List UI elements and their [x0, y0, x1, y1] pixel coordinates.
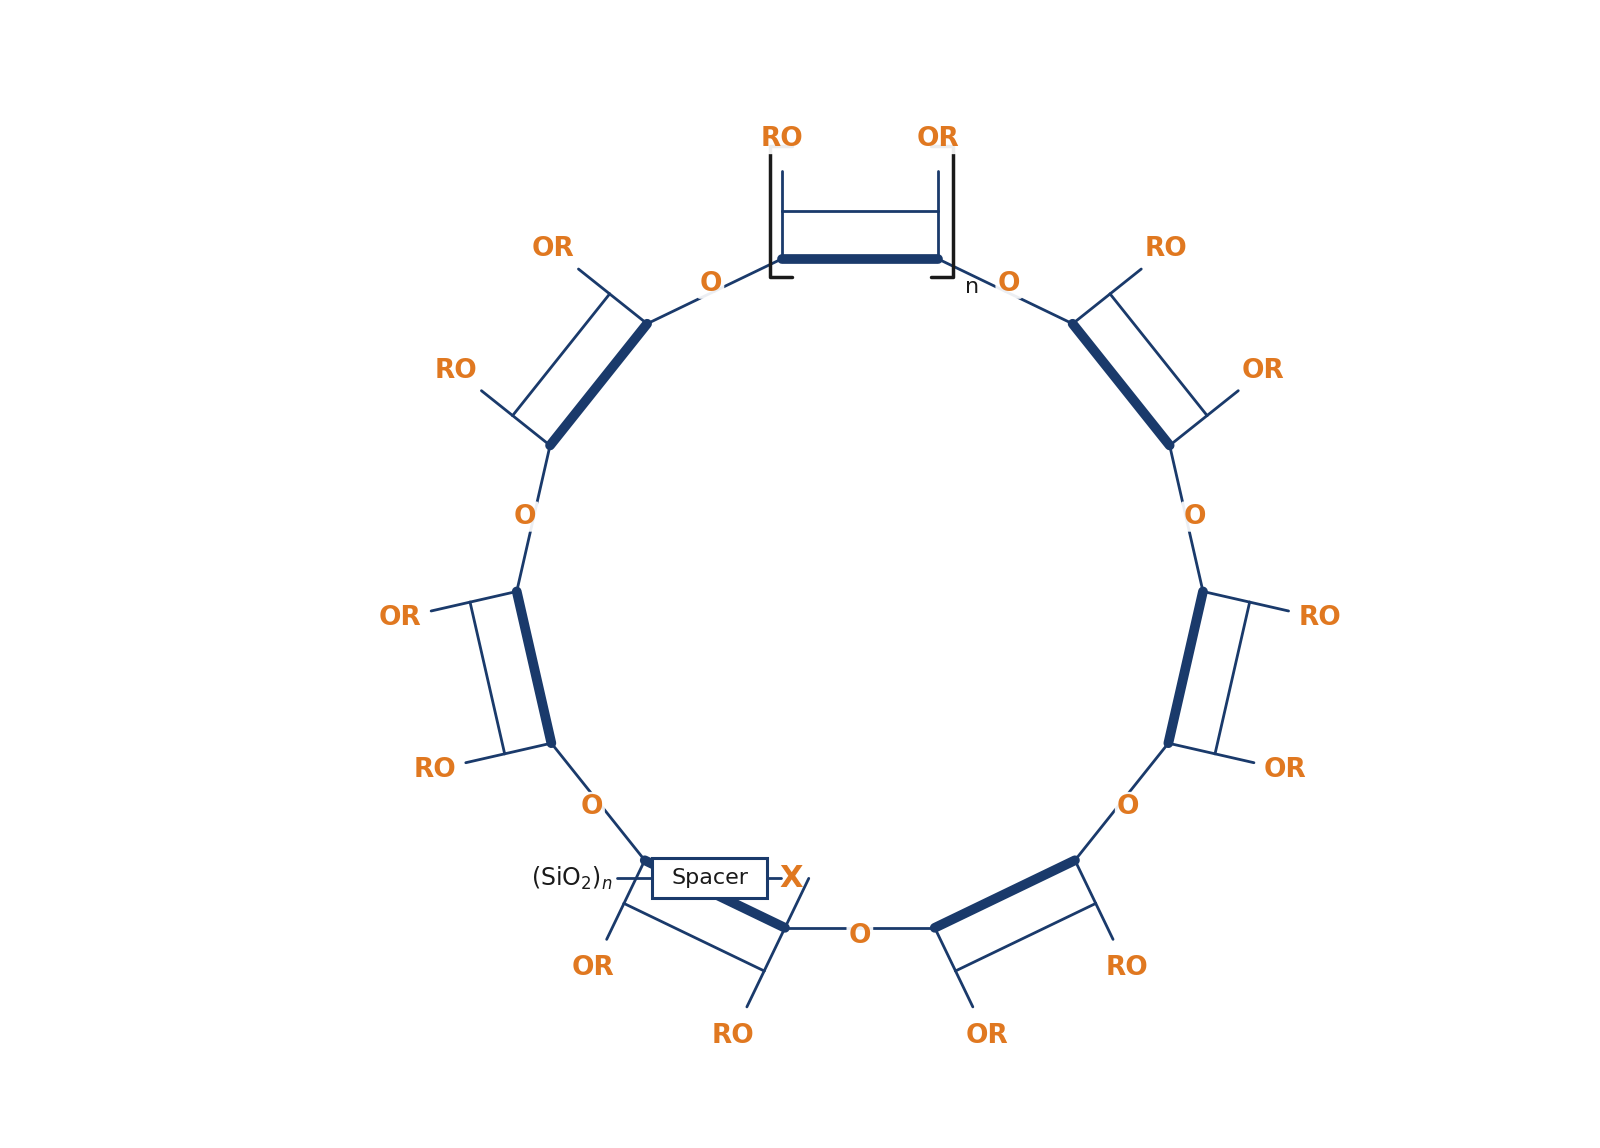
Text: O: O [997, 271, 1021, 296]
Text: OR: OR [533, 236, 574, 262]
Text: RO: RO [413, 757, 456, 783]
Bar [653, 859, 766, 899]
Text: (SiO$_2$)$_n$: (SiO$_2$)$_n$ [531, 864, 613, 892]
Text: RO: RO [712, 1023, 754, 1048]
Text: O: O [514, 504, 536, 529]
Text: X: X [779, 864, 803, 893]
Text: OR: OR [571, 955, 614, 982]
Text: RO: RO [1106, 955, 1149, 982]
Text: OR: OR [1242, 358, 1285, 383]
Text: OR: OR [917, 126, 958, 152]
Text: RO: RO [435, 358, 478, 383]
Text: RO: RO [1298, 605, 1341, 631]
Text: O: O [1184, 504, 1206, 529]
Text: O: O [699, 271, 722, 296]
Text: O: O [848, 923, 870, 949]
Text: OR: OR [965, 1023, 1008, 1048]
Text: RO: RO [760, 126, 803, 152]
Text: n: n [965, 277, 979, 296]
Text: RO: RO [1146, 236, 1187, 262]
Text: OR: OR [1264, 757, 1307, 783]
Text: O: O [581, 794, 603, 820]
Text: OR: OR [379, 605, 421, 631]
Text: O: O [1117, 794, 1139, 820]
Text: Spacer: Spacer [670, 868, 749, 889]
